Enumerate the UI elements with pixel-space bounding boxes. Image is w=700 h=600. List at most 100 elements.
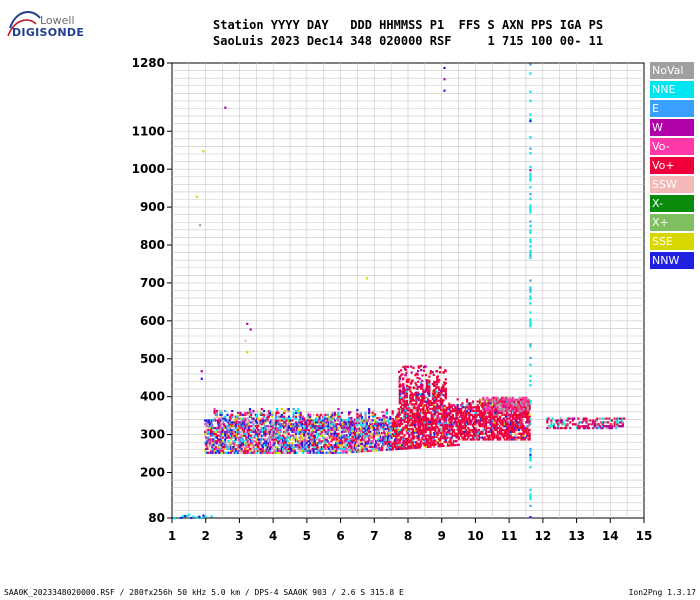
- echo-point: [300, 425, 303, 428]
- echo-point: [344, 436, 347, 439]
- echo-point: [528, 421, 531, 424]
- echo-point: [410, 441, 413, 444]
- echo-point: [503, 421, 506, 424]
- echo-point: [475, 419, 478, 422]
- echo-point: [469, 423, 472, 426]
- echo-point: [529, 418, 532, 421]
- echo-point: [283, 436, 286, 439]
- echo-point: [398, 400, 401, 403]
- echo-point: [347, 418, 351, 422]
- echo-point: [431, 401, 434, 405]
- echo-point: [365, 427, 368, 430]
- echo-point: [342, 423, 345, 426]
- echo-point: [331, 447, 334, 451]
- echo-point: [268, 411, 272, 415]
- echo-point: [365, 425, 368, 428]
- echo-point: [451, 430, 455, 434]
- echo-point: [377, 430, 380, 433]
- echo-point: [278, 447, 281, 451]
- echo-point: [383, 441, 386, 444]
- echo-point: [312, 413, 315, 416]
- echo-point: [219, 425, 222, 428]
- echo-point: [430, 424, 433, 427]
- echo-point: [613, 421, 616, 424]
- echo-point: [345, 451, 348, 454]
- echo-point: [346, 428, 350, 431]
- echo-point: [529, 363, 532, 366]
- echo-point: [617, 417, 620, 420]
- echo-point: [312, 449, 315, 452]
- echo-point: [495, 406, 498, 409]
- echo-point: [464, 423, 468, 426]
- echo-point: [255, 409, 259, 413]
- echo-point: [307, 440, 311, 443]
- echo-point: [497, 408, 500, 411]
- echo-point: [403, 367, 406, 370]
- echo-point: [458, 423, 462, 426]
- echo-point: [394, 442, 397, 445]
- echo-point: [414, 374, 417, 377]
- echo-point: [425, 406, 429, 409]
- echo-point: [208, 427, 211, 430]
- echo-point: [364, 446, 367, 449]
- echo-point: [229, 417, 233, 420]
- echo-point: [491, 406, 494, 409]
- echo-point: [350, 439, 353, 442]
- echo-point: [506, 402, 509, 405]
- echo-point: [406, 403, 410, 406]
- echo-point: [487, 415, 490, 418]
- echo-point: [207, 428, 210, 432]
- echo-point: [396, 417, 399, 420]
- footer-file-info: SAA0K_2023348020000.RSF / 280fx256h 50 k…: [4, 588, 404, 597]
- echo-point: [327, 427, 331, 430]
- echo-point: [228, 421, 232, 424]
- echo-point: [444, 369, 447, 372]
- echo-point: [242, 425, 246, 428]
- echo-point: [507, 400, 510, 403]
- echo-point: [484, 398, 488, 401]
- echo-point: [516, 415, 519, 418]
- echo-point: [436, 403, 439, 406]
- echo-point: [419, 438, 423, 441]
- echo-point: [284, 430, 287, 433]
- echo-point: [443, 418, 446, 421]
- echo-point: [398, 385, 401, 388]
- echo-point: [477, 434, 480, 437]
- echo-point: [310, 434, 313, 437]
- echo-point: [268, 434, 272, 437]
- echo-point: [220, 445, 223, 449]
- echo-point: [264, 444, 267, 447]
- echo-point: [495, 428, 498, 432]
- echo-point: [366, 429, 370, 432]
- echo-point: [437, 380, 440, 384]
- echo-point: [357, 427, 360, 430]
- echo-point: [316, 432, 319, 435]
- echo-point: [529, 147, 532, 150]
- echo-point: [296, 438, 299, 441]
- echo-point: [313, 423, 316, 426]
- echo-point: [484, 421, 488, 424]
- echo-point: [277, 428, 280, 432]
- echo-point: [311, 449, 314, 452]
- echo-point: [365, 432, 368, 436]
- echo-point: [290, 442, 293, 445]
- echo-point: [214, 442, 217, 445]
- echo-point: [261, 417, 265, 420]
- echo-point: [434, 439, 437, 442]
- echo-point: [397, 434, 400, 437]
- echo-point: [509, 432, 512, 435]
- echo-point: [246, 428, 249, 432]
- echo-point: [406, 441, 410, 444]
- echo-point: [427, 419, 430, 422]
- echo-point: [396, 415, 399, 418]
- echo-point: [301, 451, 305, 454]
- echo-point: [372, 449, 375, 452]
- echo-point: [286, 428, 289, 432]
- echo-point: [464, 415, 468, 418]
- echo-point: [467, 428, 470, 432]
- echo-point: [412, 420, 416, 423]
- echo-point: [414, 382, 417, 385]
- echo-point: [401, 419, 404, 422]
- echo-point: [490, 408, 493, 411]
- echo-point: [303, 449, 306, 452]
